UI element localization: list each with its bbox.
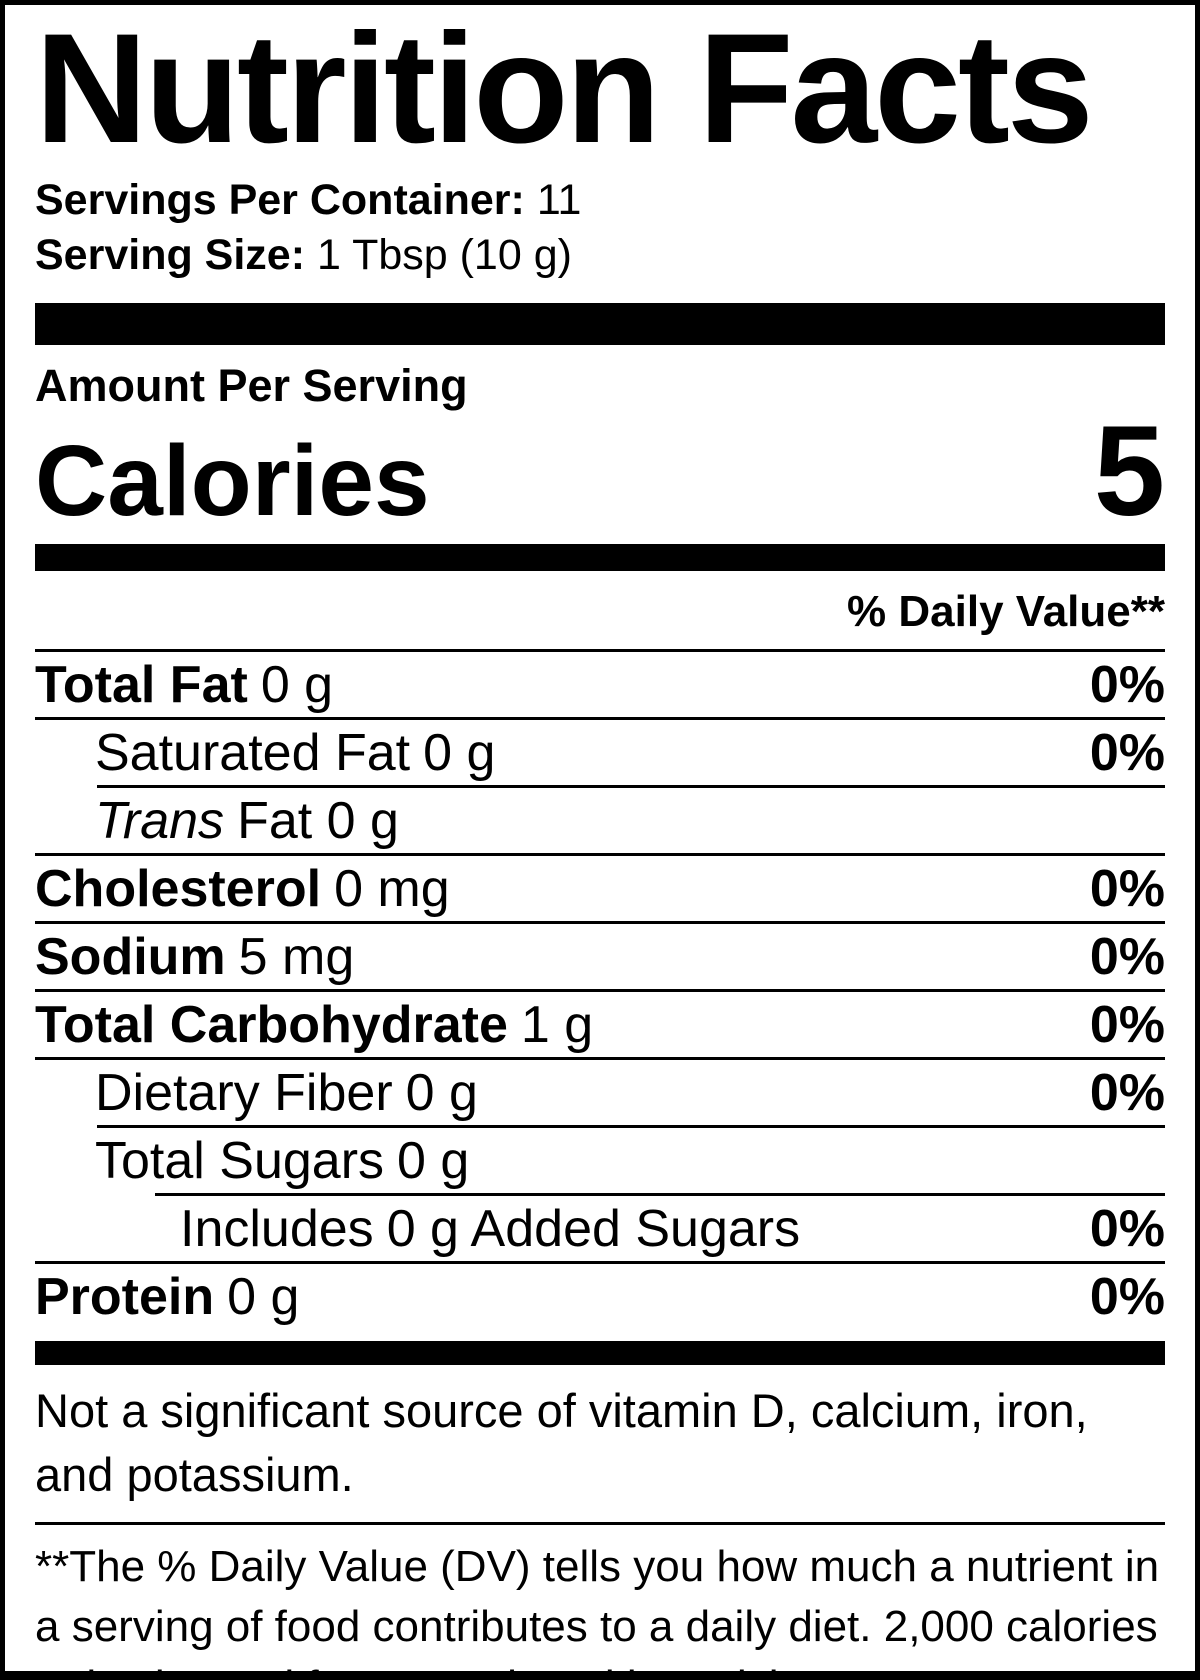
divider [35,853,1165,857]
servings-per-container-label: Servings Per Container: [35,176,525,224]
nutrient-name: Sodium [35,928,226,987]
daily-value-footnote: **The % Daily Value (DV) tells you how m… [35,1542,1160,1671]
nutrient-text: Sodium 5 mg [35,931,354,983]
nutrient-name: Total Carbohydrate [35,996,508,1055]
divider [97,785,1165,789]
nutrient-text: Total Carbohydrate 1 g [35,999,593,1051]
nutrient-text: Includes 0 g Added Sugars [35,1203,800,1255]
divider [35,649,1165,653]
nutrient-amount: 0 g [260,656,334,715]
nutrient-daily-value: 0% [1089,1200,1165,1259]
divider [35,717,1165,721]
label-title: Nutrition Facts [35,2,1094,176]
divider [97,1125,1165,1129]
nutrient-name: Saturated Fat [95,724,411,783]
nutrient-daily-value: 0% [1089,1268,1165,1327]
nutrient-row: Includes 0 g Added Sugars 0% [35,1196,1165,1261]
servings-per-container-value: 11 [536,176,582,224]
divider [155,1193,1165,1197]
nutrient-row: Total Sugars 0 g [35,1128,1165,1193]
serving-size-line: Serving Size: 1 Tbsp (10 g) [35,228,1165,283]
nutrient-name: Protein [35,1268,215,1327]
nutrient-row: Trans Fat 0 g [35,788,1165,853]
nutrient-text: Dietary Fiber 0 g [35,1067,478,1119]
amount-per-serving-heading: Amount Per Serving [35,360,468,412]
nutrient-daily-value: 0% [1089,724,1165,783]
nutrient-text: Total Fat 0 g [35,659,333,711]
nutrient-text: Trans Fat 0 g [35,795,399,847]
nutrient-amount: 1 g [520,996,594,1055]
nutrient-amount: 0 g Added Sugars [386,1200,801,1259]
nutrient-row: Total Fat 0 g 0% [35,652,1165,717]
nutrient-text: Protein 0 g [35,1271,299,1323]
calories-label: Calories [35,424,430,537]
nutrient-row: Dietary Fiber 0 g 0% [35,1060,1165,1125]
nutrient-daily-value: 0% [1089,860,1165,919]
nutrient-row: Saturated Fat 0 g 0% [35,720,1165,785]
daily-value-header: % Daily Value** [847,587,1165,637]
nutrient-amount: 0 g [423,724,496,783]
section-bar-bottom [35,1341,1165,1366]
nutrient-amount: 0 g [405,1064,478,1123]
nutrient-amount: 5 mg [238,928,355,987]
servings-per-container-line: Servings Per Container: 11 [35,173,1165,228]
divider [35,921,1165,925]
nutrient-daily-value: 0% [1089,928,1165,987]
nutrient-name: Total Fat [35,656,248,715]
serving-info: Servings Per Container: 11 Serving Size:… [35,173,1165,283]
nutrient-row: Protein 0 g 0% [35,1264,1165,1329]
nutrient-amount: 0 mg [334,860,450,919]
serving-size-value: 1 Tbsp (10 g) [316,231,572,280]
nutrient-daily-value: 0% [1089,656,1165,715]
nutrient-row: Sodium 5 mg 0% [35,924,1165,989]
serving-size-label: Serving Size: [35,231,306,280]
divider [35,1057,1165,1061]
nutrient-row: Total Carbohydrate 1 g 0% [35,992,1165,1057]
nutrient-amount: Fat 0 g [237,792,399,851]
section-bar-top [35,303,1165,346]
nutrient-daily-value: 0% [1089,1064,1165,1123]
divider [35,989,1165,993]
nutrient-amount: 0 g [227,1268,300,1327]
calories-row: Calories 5 [35,399,1165,543]
nutrient-name: Cholesterol [35,860,322,919]
divider [35,1261,1165,1265]
nutrient-rows: Total Fat 0 g 0% Saturated Fat 0 g 0% Tran… [35,652,1165,1329]
nutrient-name: Dietary Fiber [95,1064,393,1123]
nutrient-text: Saturated Fat 0 g [35,727,495,779]
section-bar-calories [35,544,1165,572]
divider [35,1522,1165,1526]
nutrient-name: Includes [180,1200,374,1259]
nutrient-name: Trans [95,792,225,851]
nutrient-text: Total Sugars 0 g [35,1135,469,1187]
calories-value: 5 [1093,399,1165,543]
nutrient-row: Cholesterol 0 mg 0% [35,856,1165,921]
nutrient-text: Cholesterol 0 mg [35,863,450,915]
nutrient-name: Total Sugars [95,1132,385,1191]
insignificant-source-note: Not a significant source of vitamin D, c… [35,1384,1088,1501]
nutrient-amount: 0 g [397,1132,470,1191]
nutrient-daily-value: 0% [1089,996,1165,1055]
